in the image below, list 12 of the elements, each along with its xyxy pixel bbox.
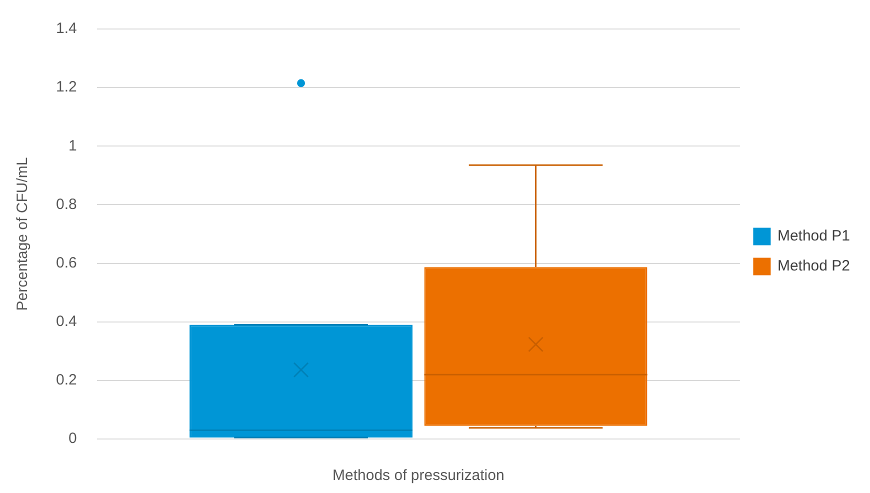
- x-axis-title: Methods of pressurization: [332, 467, 504, 484]
- legend-label: Method P1: [777, 228, 850, 245]
- y-tick-label: 1.2: [56, 78, 77, 96]
- y-tick-label: 0.4: [56, 313, 77, 330]
- legend-label: Method P2: [777, 258, 850, 275]
- y-tick-label: 0.2: [56, 372, 77, 389]
- y-tick-label: 1.4: [56, 20, 77, 38]
- y-tick-label: 0.6: [56, 254, 77, 272]
- y-tick-label: 0: [68, 430, 77, 448]
- y-tick-label: 1: [68, 137, 77, 154]
- y-axis-title: Percentage of CFU/mL: [14, 157, 32, 311]
- y-tick-label: 0.8: [56, 196, 77, 213]
